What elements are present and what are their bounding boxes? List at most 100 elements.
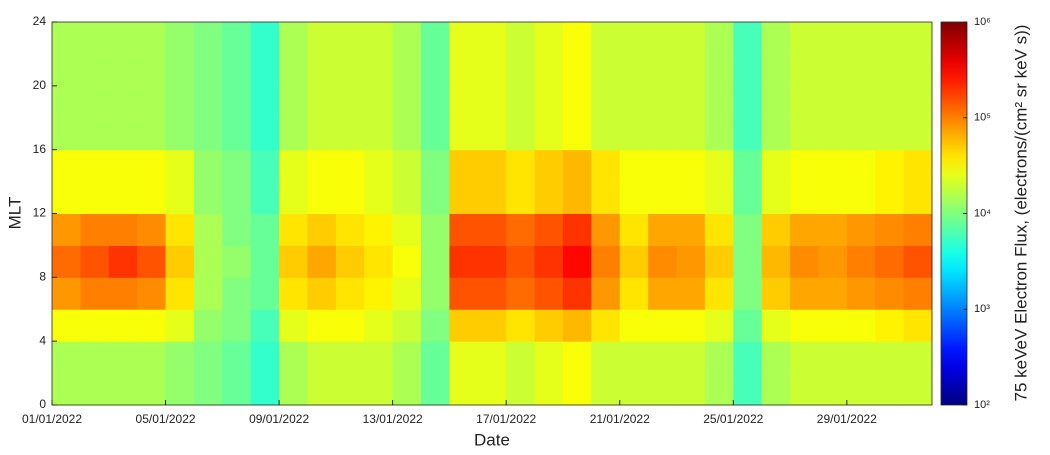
heatmap-cell xyxy=(562,245,592,278)
y-tick-label: 0 xyxy=(39,397,46,411)
heatmap-cell xyxy=(222,181,252,214)
heatmap-cell xyxy=(477,213,507,246)
heatmap-cell xyxy=(108,53,138,87)
heatmap-cell xyxy=(790,85,819,119)
heatmap-cell xyxy=(903,341,933,374)
heatmap-cell xyxy=(875,309,905,342)
heatmap-cell xyxy=(222,373,252,406)
heatmap-cell xyxy=(846,373,876,406)
heatmap-cell xyxy=(137,53,167,87)
heatmap-cell xyxy=(761,149,791,183)
heatmap-cell xyxy=(846,117,876,151)
y-tick-label: 12 xyxy=(33,206,47,220)
heatmap-cell xyxy=(364,309,394,342)
heatmap-cell xyxy=(250,309,280,342)
heatmap-cell xyxy=(307,245,337,278)
heatmap-cell xyxy=(875,22,905,55)
heatmap-cell xyxy=(335,245,365,278)
heatmap-cell xyxy=(648,245,678,278)
heatmap-cell xyxy=(392,341,422,374)
heatmap-cell xyxy=(875,341,905,374)
heatmap-cell xyxy=(222,213,252,246)
heatmap-cell xyxy=(421,213,450,246)
heatmap-cell xyxy=(392,213,422,246)
heatmap-cell xyxy=(137,85,167,119)
heatmap-cell xyxy=(875,373,905,406)
heatmap-cell xyxy=(818,277,848,310)
heatmap-cell xyxy=(52,22,81,55)
heatmap-cell xyxy=(477,341,507,374)
heatmap-cell xyxy=(108,181,138,214)
heatmap-cell xyxy=(875,53,905,87)
heatmap-cell xyxy=(903,181,933,214)
heatmap-cell xyxy=(506,53,536,87)
heatmap-cell xyxy=(733,117,763,151)
heatmap-cell xyxy=(52,213,81,246)
heatmap-cell xyxy=(421,181,450,214)
heatmap-cell xyxy=(648,309,678,342)
heatmap-cell xyxy=(279,53,308,87)
x-tick-label: 01/01/2022 xyxy=(22,412,82,426)
heatmap-cell xyxy=(222,341,252,374)
heatmap-cell xyxy=(449,53,479,87)
heatmap-cell xyxy=(108,117,138,151)
heatmap-cell xyxy=(477,181,507,214)
heatmap-cell xyxy=(506,373,536,406)
heatmap-cell xyxy=(392,277,422,310)
heatmap-cell xyxy=(222,22,252,55)
heatmap-cell xyxy=(108,341,138,374)
heatmap-cell xyxy=(903,245,933,278)
heatmap-cell xyxy=(619,277,649,310)
heatmap-cell xyxy=(591,22,621,55)
heatmap-cell xyxy=(676,149,706,183)
heatmap-cell xyxy=(676,117,706,151)
heatmap-cell xyxy=(761,277,791,310)
heatmap-cell xyxy=(534,117,564,151)
heatmap-cell xyxy=(846,245,876,278)
heatmap-cell xyxy=(506,213,536,246)
colorbar-tick-label: 10² xyxy=(974,399,990,411)
x-tick-label: 29/01/2022 xyxy=(817,412,877,426)
heatmap-cell xyxy=(52,341,81,374)
heatmap-cell xyxy=(477,309,507,342)
heatmap-cell xyxy=(619,213,649,246)
heatmap-cell xyxy=(818,181,848,214)
heatmap-cell xyxy=(392,117,422,151)
heatmap-cell xyxy=(619,22,649,55)
heatmap-cell xyxy=(165,181,195,214)
heatmap-cell xyxy=(449,181,479,214)
heatmap-cell xyxy=(335,22,365,55)
heatmap-cell xyxy=(676,53,706,87)
y-tick-label: 20 xyxy=(33,78,47,92)
heatmap-cell xyxy=(591,117,621,151)
heatmap-cell xyxy=(704,22,734,55)
heatmap-cell xyxy=(733,181,763,214)
heatmap-cell xyxy=(250,341,280,374)
x-tick-label: 13/01/2022 xyxy=(363,412,423,426)
heatmap-cell xyxy=(619,149,649,183)
heatmap-cell xyxy=(506,181,536,214)
heatmap-cell xyxy=(790,149,819,183)
heatmap-cell xyxy=(875,117,905,151)
heatmap-cell xyxy=(534,309,564,342)
heatmap-cell xyxy=(591,149,621,183)
heatmap-cell xyxy=(875,213,905,246)
heatmap-cell xyxy=(335,213,365,246)
heatmap-cell xyxy=(477,22,507,55)
heatmap-cell xyxy=(477,373,507,406)
heatmap-cell xyxy=(364,22,394,55)
heatmap-cell xyxy=(790,373,819,406)
heatmap-cell xyxy=(80,309,110,342)
heatmap-cell xyxy=(108,277,138,310)
x-tick-label: 05/01/2022 xyxy=(136,412,196,426)
heatmap-cell xyxy=(477,245,507,278)
heatmap-cell xyxy=(137,117,167,151)
heatmap-cell xyxy=(619,373,649,406)
heatmap-cell xyxy=(761,117,791,151)
heatmap-cell xyxy=(307,149,337,183)
heatmap-cell xyxy=(52,309,81,342)
heatmap-cell xyxy=(250,181,280,214)
heatmap-cell xyxy=(222,117,252,151)
heatmap-cell xyxy=(449,245,479,278)
heatmap-cell xyxy=(846,341,876,374)
